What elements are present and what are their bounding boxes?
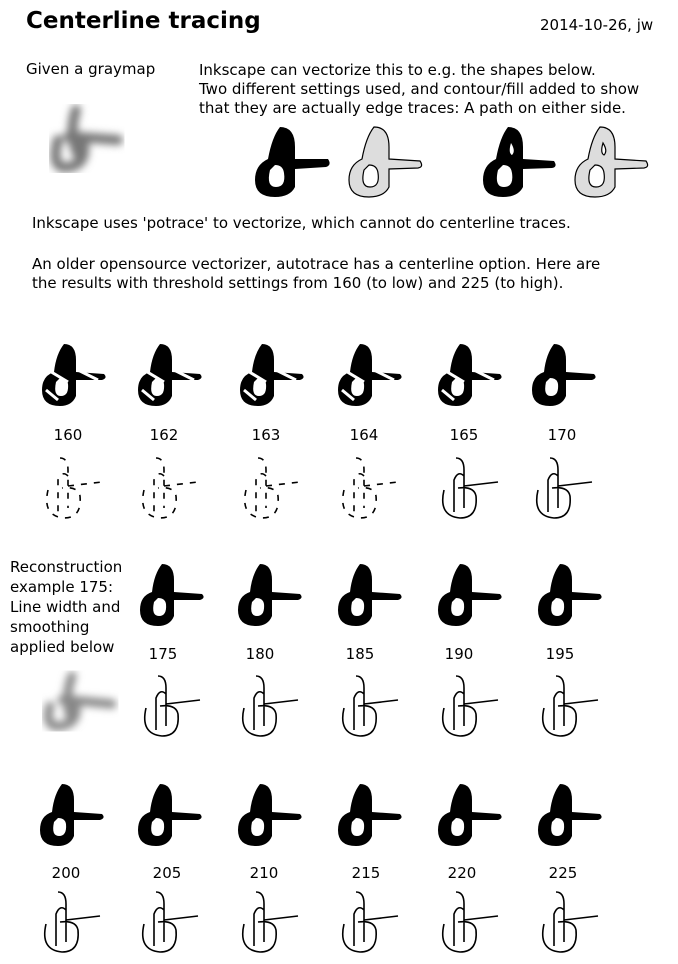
reconstruction-line-5: applied below: [10, 638, 115, 656]
threshold-label-175: 175: [148, 645, 178, 663]
intro-line-1: Inkscape can vectorize this to e.g. the …: [199, 61, 596, 79]
inkscape-shape-1-black: [255, 127, 330, 197]
centerline-trace-164: [341, 457, 399, 519]
intro-line-2: Two different settings used, and contour…: [199, 80, 640, 98]
reconstruction-line-2: example 175:: [10, 578, 114, 596]
threshold-shape-160: [42, 344, 106, 406]
page-title: Centerline tracing: [26, 8, 261, 34]
graymap-image: [50, 105, 123, 173]
threshold-shape-163: [240, 344, 304, 406]
threshold-shape-185: [338, 564, 402, 626]
threshold-label-164: 164: [349, 426, 379, 444]
autotrace-line-1: An older opensource vectorizer, autotrac…: [32, 255, 601, 273]
threshold-label-162: 162: [149, 426, 179, 444]
threshold-shape-175: [140, 564, 204, 626]
centerline-trace-225: [541, 891, 599, 953]
intro-line-3: that they are actually edge traces: A pa…: [199, 99, 626, 117]
threshold-label-200: 200: [51, 864, 81, 882]
threshold-shape-220: [438, 784, 502, 846]
threshold-shape-205: [138, 784, 202, 846]
centerline-trace-175: [143, 675, 201, 737]
inkscape-shape-2-black: [483, 127, 556, 197]
centerline-trace-190: [441, 675, 499, 737]
centerline-trace-163: [243, 457, 301, 519]
threshold-label-205: 205: [152, 864, 182, 882]
inkscape-shape-1-outline: [348, 126, 423, 198]
threshold-shape-170: [532, 344, 596, 406]
centerline-trace-165: [441, 457, 499, 519]
threshold-label-220: 220: [447, 864, 477, 882]
threshold-shape-190: [438, 564, 502, 626]
threshold-label-165: 165: [449, 426, 479, 444]
threshold-shape-180: [238, 564, 302, 626]
threshold-label-180: 180: [245, 645, 275, 663]
centerline-trace-195: [541, 675, 599, 737]
threshold-label-163: 163: [251, 426, 281, 444]
reconstruction-line-3: Line width and: [10, 598, 121, 616]
potrace-note: Inkscape uses 'potrace' to vectorize, wh…: [32, 214, 571, 232]
centerline-trace-170: [535, 457, 593, 519]
threshold-label-210: 210: [249, 864, 279, 882]
threshold-shape-200: [40, 784, 104, 846]
threshold-label-190: 190: [444, 645, 474, 663]
threshold-label-160: 160: [53, 426, 83, 444]
threshold-shape-162: [138, 344, 202, 406]
given-graymap-label: Given a graymap: [26, 60, 156, 78]
centerline-trace-210: [241, 891, 299, 953]
centerline-trace-180: [241, 675, 299, 737]
threshold-label-225: 225: [548, 864, 578, 882]
reconstruction-line-4: smoothing: [10, 618, 90, 636]
centerline-trace-185: [341, 675, 399, 737]
threshold-shape-210: [238, 784, 302, 846]
centerline-trace-200: [43, 891, 101, 953]
centerline-trace-160: [45, 457, 103, 519]
reconstruction-graymap-image: [43, 671, 117, 731]
threshold-label-185: 185: [345, 645, 375, 663]
centerline-trace-215: [341, 891, 399, 953]
threshold-label-195: 195: [545, 645, 575, 663]
inkscape-shape-2-outline: [574, 126, 649, 198]
threshold-shape-165: [438, 344, 502, 406]
centerline-trace-205: [141, 891, 199, 953]
threshold-label-170: 170: [547, 426, 577, 444]
threshold-shape-215: [338, 784, 402, 846]
autotrace-line-2: the results with threshold settings from…: [32, 274, 564, 292]
threshold-label-215: 215: [351, 864, 381, 882]
threshold-shape-225: [538, 784, 602, 846]
date-author: 2014-10-26, jw: [540, 16, 654, 34]
centerline-trace-220: [441, 891, 499, 953]
centerline-trace-162: [141, 457, 199, 519]
threshold-shape-195: [538, 564, 602, 626]
threshold-shape-164: [338, 344, 402, 406]
reconstruction-line-1: Reconstruction: [10, 558, 123, 576]
